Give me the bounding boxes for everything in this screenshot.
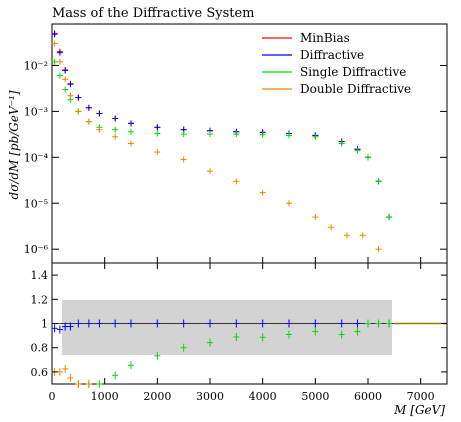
x-tick-label: 6000 (354, 390, 382, 403)
series-double-diffractive (51, 40, 382, 253)
x-tick-label: 1000 (91, 390, 119, 403)
x-tick-label: 3000 (196, 390, 224, 403)
ratio-series-double-diffractive (51, 364, 92, 388)
legend-label: Single Diffractive (300, 65, 406, 79)
y-tick-label: 10⁻⁶ (24, 243, 49, 256)
x-tick-label: 5000 (301, 390, 329, 403)
main-plot-frame (51, 23, 448, 264)
y-tick-label: 10⁻³ (24, 105, 48, 118)
x-tick-label: 0 (49, 390, 56, 403)
main-panel (51, 23, 448, 264)
y-tick-label: 10⁻² (24, 59, 48, 72)
legend-label: Diffractive (300, 48, 364, 62)
x-tick-label: 2000 (143, 390, 171, 403)
ratio-uncertainty-band (62, 300, 392, 355)
legend-label: MinBias (300, 31, 350, 45)
legend: MinBias Diffractive Single Diffractive Doub… (262, 31, 411, 96)
ratio-tick-label: 1.2 (31, 293, 49, 306)
ratio-series-diffractive (51, 319, 393, 334)
chart-title: Mass of the Diffractive System (52, 6, 255, 21)
legend-label: Double Diffractive (300, 82, 411, 96)
ratio-tick-label: 0.6 (31, 366, 49, 379)
y-tick-label: 10⁻⁴ (24, 151, 49, 164)
ratio-tick-label: 1.4 (31, 269, 49, 282)
y-tick-label: 10⁻⁵ (24, 197, 48, 210)
x-tick-label: 4000 (249, 390, 277, 403)
ratio-tick-label: 0.8 (31, 342, 49, 355)
ratio-panel (51, 262, 448, 388)
x-axis-label: M [GeV] (393, 403, 445, 417)
ratio-tick-label: 1 (41, 318, 48, 331)
y-axis-label: dσ/dM [pb/GeV⁻¹] (7, 90, 21, 199)
x-tick-label: 7000 (407, 390, 435, 403)
